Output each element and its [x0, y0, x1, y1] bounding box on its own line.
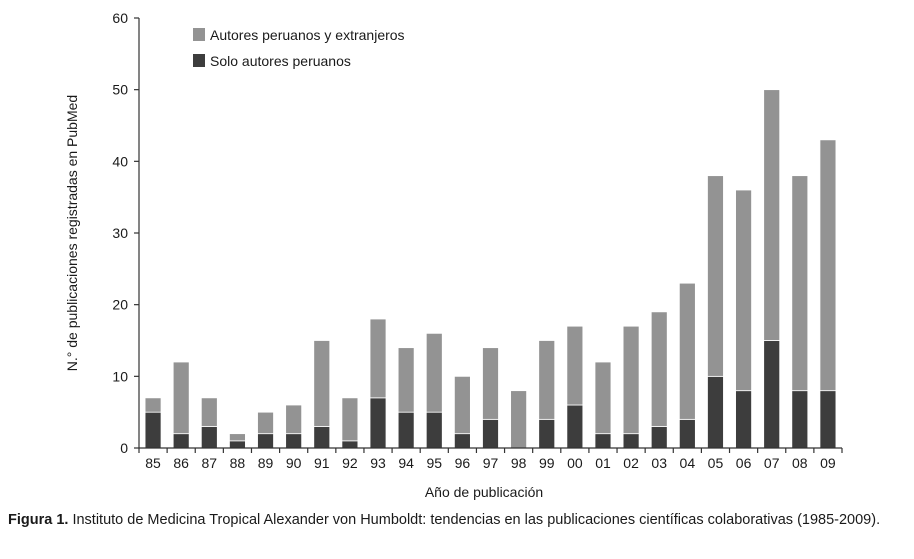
bar-segment-collaborative: [482, 347, 499, 420]
x-tick-label: 93: [370, 455, 386, 471]
bar-segment-collaborative: [453, 375, 471, 435]
x-tick-label: 08: [792, 455, 808, 471]
bar-segment-peruvian-only: [369, 397, 387, 449]
y-tick-label: 30: [112, 225, 128, 241]
figure-caption-label: Figura 1.: [8, 512, 69, 528]
bar-segment-collaborative: [510, 390, 528, 449]
bar-segment-collaborative: [229, 433, 246, 442]
bar-segment-peruvian-only: [566, 404, 584, 449]
x-tick-label: 99: [539, 455, 555, 471]
legend-label: Autores peruanos y extranjeros: [210, 27, 405, 43]
x-tick-label: 94: [398, 455, 414, 471]
bar-segment-collaborative: [707, 175, 724, 377]
x-tick-label: 00: [567, 455, 583, 471]
bar-segment-collaborative: [172, 361, 190, 435]
bar-segment-collaborative: [678, 282, 696, 420]
y-tick-label: 40: [112, 153, 128, 169]
bar-segment-peruvian-only: [172, 433, 190, 449]
bar-segment-collaborative: [341, 397, 359, 442]
bar-segment-peruvian-only: [257, 433, 274, 449]
bar-segment-collaborative: [650, 311, 668, 427]
x-tick-label: 02: [623, 455, 639, 471]
x-tick-label: 90: [286, 455, 302, 471]
bar-segment-peruvian-only: [425, 411, 443, 449]
bar-segment-peruvian-only: [763, 340, 781, 449]
bar-segment-peruvian-only: [538, 418, 556, 449]
bar-segment-collaborative: [735, 189, 752, 392]
bar-segment-collaborative: [313, 340, 331, 427]
bar-segment-peruvian-only: [735, 390, 752, 449]
bar-segment-collaborative: [425, 332, 443, 413]
figure-caption-text: Instituto de Medicina Tropical Alexander…: [68, 512, 881, 528]
bar-segment-collaborative: [819, 139, 837, 392]
legend-swatch: [193, 28, 205, 41]
bar-segment-collaborative: [397, 347, 415, 413]
bar-segment-collaborative: [566, 325, 584, 406]
legend-swatch: [193, 54, 205, 67]
bar-segment-peruvian-only: [707, 375, 724, 449]
x-tick-label: 96: [455, 455, 471, 471]
bar-segment-peruvian-only: [791, 390, 809, 449]
x-tick-label: 97: [483, 455, 499, 471]
x-tick-label: 92: [342, 455, 358, 471]
y-tick-label: 10: [112, 368, 128, 384]
bars-layer: [144, 89, 837, 449]
y-axis-title: N.° de publicaciones registradas en PubM…: [64, 95, 80, 371]
x-tick-label: 86: [173, 455, 189, 471]
bar-segment-peruvian-only: [482, 418, 499, 449]
bar-segment-collaborative: [144, 397, 162, 413]
legend-label: Solo autores peruanos: [210, 53, 351, 69]
x-axis-title: Año de publicación: [425, 484, 543, 500]
y-tick-label: 0: [120, 440, 128, 456]
x-tick-label: 89: [258, 455, 274, 471]
bar-segment-collaborative: [285, 404, 303, 435]
x-tick-label: 07: [764, 455, 780, 471]
y-tick-label: 50: [112, 82, 128, 98]
bar-segment-collaborative: [594, 361, 612, 435]
y-tick-label: 20: [112, 297, 128, 313]
bar-segment-collaborative: [200, 397, 218, 427]
x-tick-label: 98: [511, 455, 527, 471]
bar-segment-peruvian-only: [678, 418, 696, 449]
bar-segment-collaborative: [257, 411, 274, 435]
x-tick-label: 88: [230, 455, 246, 471]
bar-segment-peruvian-only: [341, 440, 359, 449]
bar-segment-peruvian-only: [285, 433, 303, 449]
x-tick-label: 95: [426, 455, 442, 471]
bar-segment-collaborative: [763, 89, 781, 341]
legend: Autores peruanos y extranjeros Solo autor…: [193, 27, 405, 69]
bar-segment-peruvian-only: [144, 411, 162, 449]
x-tick-label: 05: [708, 455, 724, 471]
y-tick-label: 60: [112, 10, 128, 26]
x-tick-label: 03: [651, 455, 667, 471]
x-tick-label: 04: [680, 455, 696, 471]
bar-segment-peruvian-only: [229, 440, 246, 449]
x-tick-label: 09: [820, 455, 836, 471]
x-tick-label: 06: [736, 455, 752, 471]
bar-segment-collaborative: [791, 175, 809, 392]
bar-segment-peruvian-only: [650, 426, 668, 449]
figure-caption: Figura 1. Instituto de Medicina Tropical…: [8, 510, 902, 531]
x-tick-label: 87: [202, 455, 218, 471]
bar-segment-peruvian-only: [622, 433, 640, 449]
bar-segment-collaborative: [538, 340, 556, 420]
x-tick-label: 91: [314, 455, 330, 471]
bar-segment-peruvian-only: [397, 411, 415, 449]
x-tick-label: 85: [145, 455, 161, 471]
bar-segment-collaborative: [369, 318, 387, 399]
bar-segment-peruvian-only: [200, 426, 218, 449]
bar-segment-peruvian-only: [594, 433, 612, 449]
bar-segment-peruvian-only: [313, 426, 331, 449]
bar-segment-collaborative: [622, 325, 640, 435]
bar-segment-peruvian-only: [819, 390, 837, 449]
x-tick-label: 01: [595, 455, 611, 471]
bar-segment-peruvian-only: [453, 433, 471, 449]
